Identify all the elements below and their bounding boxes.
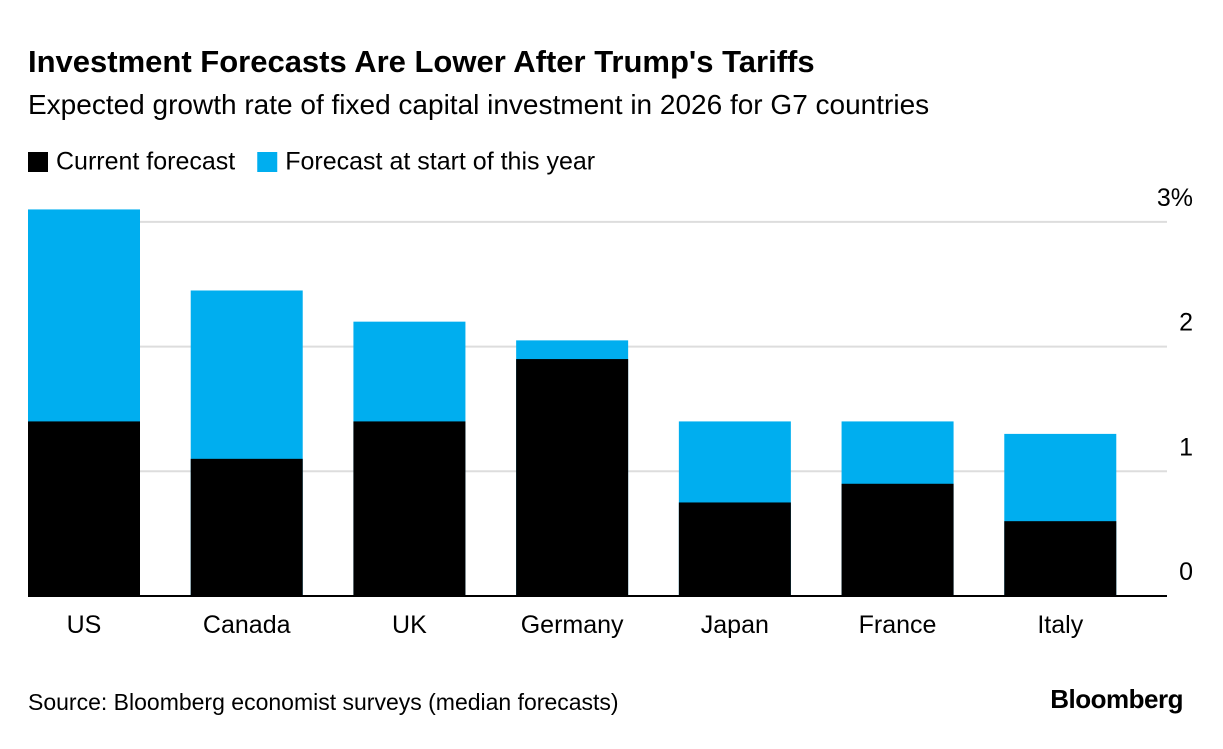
bar	[678, 502, 791, 596]
brand: Bloomberg	[1050, 684, 1183, 714]
source: Source: Bloomberg economist surveys (med…	[28, 689, 619, 715]
bar	[190, 458, 303, 596]
bar	[353, 421, 466, 596]
bar	[1004, 521, 1117, 596]
legend-label: Forecast at start of this year	[285, 148, 595, 176]
x-tick-label: UK	[392, 611, 427, 639]
y-tick-label: 1	[1179, 433, 1193, 461]
legend-swatch	[257, 152, 278, 172]
legend-swatch	[28, 152, 48, 172]
x-tick-label: Germany	[521, 611, 624, 639]
y-tick-label: 3%	[1157, 184, 1193, 212]
x-tick-label: France	[859, 611, 937, 639]
y-tick-label: 0	[1179, 558, 1193, 586]
x-tick-label: Italy	[1037, 611, 1083, 639]
x-tick-label: Canada	[203, 611, 291, 639]
bar	[28, 421, 140, 596]
legend-label: Current forecast	[56, 148, 235, 176]
x-tick-label: Japan	[701, 611, 769, 639]
chart-subtitle: Expected growth rate of fixed capital in…	[28, 89, 929, 120]
y-tick-label: 2	[1179, 309, 1193, 337]
x-tick-label: US	[67, 611, 102, 639]
bar	[841, 483, 954, 596]
chart-title: Investment Forecasts Are Lower After Tru…	[28, 44, 815, 79]
bar	[516, 359, 629, 596]
